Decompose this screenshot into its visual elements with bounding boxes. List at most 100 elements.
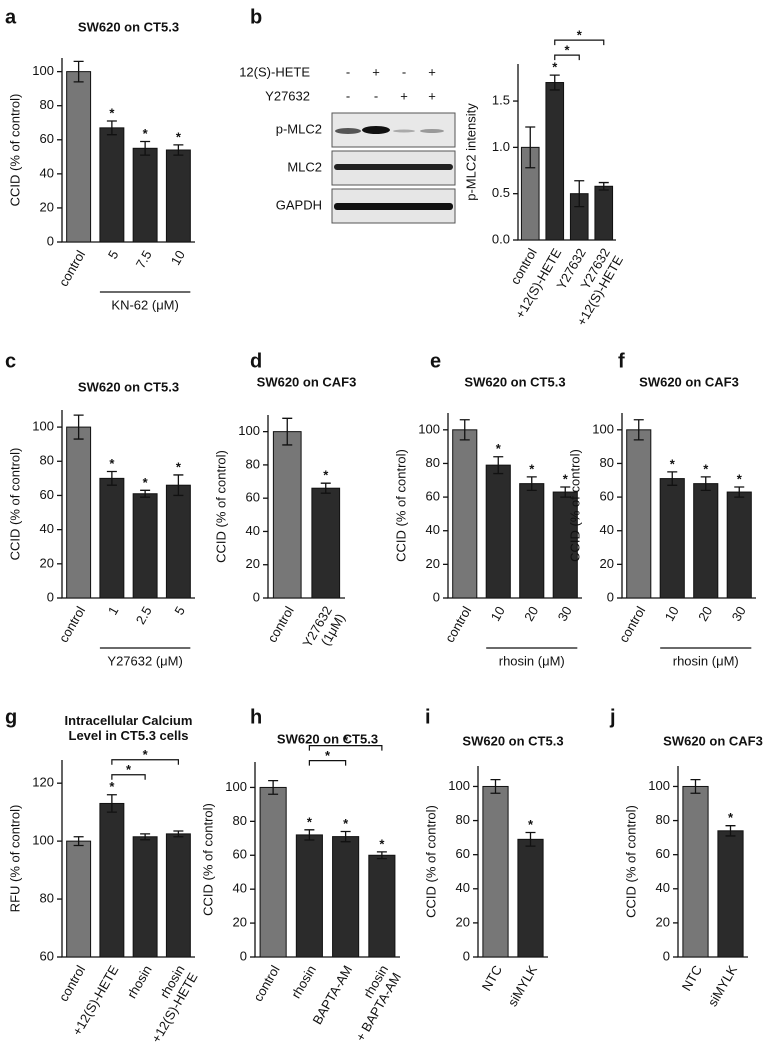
significance-bracket bbox=[554, 39, 605, 46]
error-bar bbox=[73, 60, 84, 83]
y-tick-label: 80 bbox=[456, 812, 470, 827]
error-bar bbox=[598, 181, 609, 191]
blot-row-label: p-MLC2 bbox=[276, 121, 322, 136]
y-tick-label: 100 bbox=[32, 833, 54, 848]
error-bar bbox=[459, 419, 470, 441]
significance-star: * bbox=[379, 836, 385, 851]
bar bbox=[165, 833, 191, 958]
x-tick-label: control bbox=[56, 963, 89, 1004]
chart-title: SW620 on CT5.3 bbox=[78, 379, 179, 394]
bar bbox=[519, 483, 545, 599]
bar bbox=[726, 491, 752, 599]
y-tick-label: 0 bbox=[463, 948, 470, 963]
error-bar bbox=[734, 486, 745, 498]
x-tick-label: 30 bbox=[729, 604, 749, 624]
error-bar bbox=[549, 74, 560, 91]
y-tick-label: 20 bbox=[656, 914, 670, 929]
y-tick-label: 1.5 bbox=[492, 92, 510, 107]
y-tick-label: 80 bbox=[40, 453, 54, 468]
significance-star: * bbox=[109, 105, 115, 120]
group-label: Y27632 (μM) bbox=[107, 653, 182, 668]
blot-band bbox=[334, 164, 453, 170]
panel-letter: i bbox=[425, 706, 431, 728]
x-tick-label: NTC bbox=[479, 963, 505, 994]
significance-star: * bbox=[496, 441, 502, 456]
significance-star: * bbox=[176, 129, 182, 144]
error-bar bbox=[106, 120, 117, 136]
y-tick-label: 40 bbox=[600, 522, 614, 537]
y-tick-label: 80 bbox=[40, 97, 54, 112]
y-tick-label: 40 bbox=[456, 880, 470, 895]
y-axis-label: CCID (% of control) bbox=[7, 94, 22, 207]
significance-star: * bbox=[343, 816, 349, 831]
y-tick-label: 20 bbox=[246, 556, 260, 571]
bar bbox=[368, 854, 396, 958]
bar bbox=[132, 836, 158, 958]
panel-letter: e bbox=[430, 350, 441, 372]
bar bbox=[659, 478, 685, 599]
bar bbox=[99, 802, 125, 958]
x-tick-label: 7.5 bbox=[133, 248, 155, 271]
significance-star: * bbox=[143, 126, 149, 141]
x-tick-label: 1 bbox=[105, 604, 122, 618]
y-axis-label: CCID (% of control) bbox=[423, 805, 438, 918]
y-axis-label: CCID (% of control) bbox=[200, 803, 215, 916]
error-bar bbox=[340, 830, 351, 843]
y-axis-label: CCID (% of control) bbox=[213, 450, 228, 563]
error-bar bbox=[106, 470, 117, 486]
significance-star: * bbox=[307, 814, 313, 829]
y-tick-label: 20 bbox=[426, 556, 440, 571]
x-tick-label: control bbox=[264, 604, 297, 645]
bar bbox=[545, 82, 565, 241]
treatment-sign: - bbox=[346, 64, 350, 79]
panel-letter: h bbox=[250, 706, 262, 728]
y-tick-label: 60 bbox=[600, 489, 614, 504]
error-bar bbox=[320, 482, 331, 494]
error-bar bbox=[140, 489, 151, 498]
y-tick-label: 0 bbox=[240, 948, 247, 963]
error-bar bbox=[526, 476, 537, 492]
x-tick-label: 10 bbox=[168, 248, 188, 268]
western-blot bbox=[331, 112, 456, 224]
bar bbox=[452, 429, 478, 599]
bar bbox=[485, 464, 511, 599]
x-tick-label: 2.5 bbox=[133, 604, 155, 627]
significance-star: * bbox=[728, 810, 734, 825]
y-tick-label: 60 bbox=[40, 948, 54, 963]
bracket-star: * bbox=[143, 747, 149, 762]
panel-letter: c bbox=[5, 350, 16, 372]
bar bbox=[332, 836, 360, 958]
chart-title: SW620 on CT5.3 bbox=[78, 19, 179, 34]
significance-star: * bbox=[737, 471, 743, 486]
y-axis-label: CCID (% of control) bbox=[7, 448, 22, 561]
bar bbox=[66, 840, 92, 958]
significance-star: * bbox=[529, 461, 535, 476]
error-bar bbox=[304, 829, 315, 841]
treatment-label: Y27632 bbox=[265, 88, 310, 103]
treatment-sign: + bbox=[428, 88, 436, 103]
error-bar bbox=[73, 414, 84, 440]
bar bbox=[99, 127, 125, 243]
bar bbox=[626, 429, 652, 599]
y-tick-label: 100 bbox=[32, 419, 54, 434]
error-bar bbox=[140, 833, 151, 841]
significance-star: * bbox=[670, 456, 676, 471]
blot-band bbox=[420, 129, 444, 133]
x-tick-label: 10 bbox=[488, 604, 508, 624]
panel-letter: d bbox=[250, 350, 262, 372]
y-tick-label: 0.5 bbox=[492, 185, 510, 200]
y-tick-label: 80 bbox=[600, 455, 614, 470]
y-tick-label: 60 bbox=[233, 847, 247, 862]
x-tick-label: NTC bbox=[679, 963, 705, 994]
significance-star: * bbox=[109, 456, 115, 471]
significance-bracket bbox=[111, 774, 146, 780]
bar bbox=[259, 786, 287, 958]
significance-bracket bbox=[308, 745, 383, 751]
error-bar bbox=[282, 417, 293, 446]
y-tick-label: 20 bbox=[40, 199, 54, 214]
y-tick-label: 40 bbox=[40, 165, 54, 180]
y-tick-label: 1.0 bbox=[492, 139, 510, 154]
y-tick-label: 20 bbox=[456, 914, 470, 929]
error-bar bbox=[667, 471, 678, 486]
bar bbox=[552, 491, 578, 599]
